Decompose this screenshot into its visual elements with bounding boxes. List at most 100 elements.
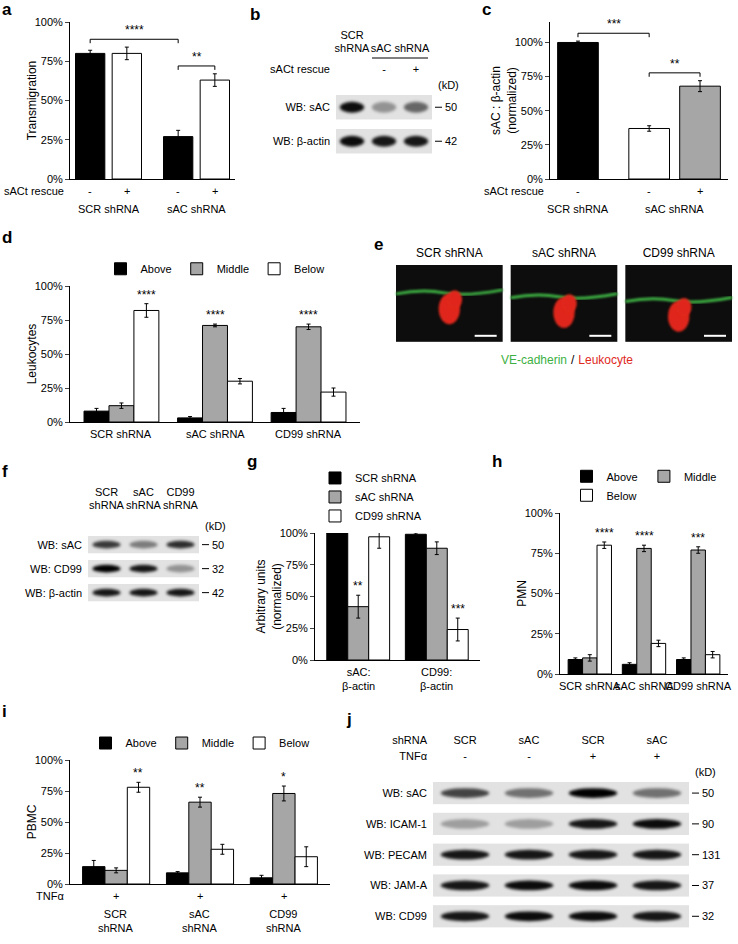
svg-text:0%: 0% [537, 668, 553, 680]
svg-text:Middle: Middle [202, 737, 234, 749]
svg-text:75%: 75% [41, 55, 63, 67]
svg-text:SCR shRNA: SCR shRNA [416, 246, 483, 260]
svg-text:Above: Above [126, 737, 157, 749]
svg-text:75%: 75% [41, 314, 63, 326]
svg-text:131: 131 [702, 849, 720, 861]
svg-text:WB: β-actin: WB: β-actin [273, 135, 330, 147]
svg-text:WB: PECAM: WB: PECAM [364, 849, 427, 861]
svg-text:25%: 25% [531, 628, 553, 640]
svg-text:SCR shRNA: SCR shRNA [90, 428, 152, 440]
svg-text:sACshRNA: sACshRNA [182, 908, 218, 934]
svg-text:0%: 0% [47, 416, 63, 428]
svg-text:CD99: CD99 [166, 486, 194, 498]
svg-text:+: + [124, 185, 130, 197]
svg-text:42: 42 [212, 587, 224, 599]
svg-text:-: - [176, 185, 180, 197]
svg-text:VE-cadherin/Leukocyte: VE-cadherin/Leukocyte [501, 353, 633, 367]
svg-text:+: + [113, 890, 119, 902]
svg-text:25%: 25% [41, 134, 63, 146]
svg-text:TNFα: TNFα [399, 750, 427, 762]
svg-text:+: + [654, 750, 660, 762]
svg-text:-: - [88, 185, 92, 197]
svg-text:shRNA: shRNA [89, 499, 125, 511]
svg-text:sAC shRNA: sAC shRNA [186, 428, 245, 440]
svg-text:75%: 75% [41, 785, 63, 797]
svg-text:sACt rescue: sACt rescue [4, 185, 64, 197]
svg-text:****: **** [595, 526, 614, 540]
svg-text:100%: 100% [35, 280, 63, 292]
svg-text:50%: 50% [531, 587, 553, 599]
svg-text:75%: 75% [521, 70, 543, 82]
svg-text:sAC shRNA: sAC shRNA [167, 203, 226, 215]
svg-text:32: 32 [212, 563, 224, 575]
svg-text:Below: Below [279, 737, 309, 749]
svg-text:CD99shRNA: CD99shRNA [266, 908, 302, 934]
svg-text:0%: 0% [527, 173, 543, 185]
svg-text:****: **** [125, 23, 144, 37]
svg-text:sAC:β-actin: sAC:β-actin [342, 666, 375, 692]
svg-text:sAC shRNA: sAC shRNA [355, 491, 414, 503]
svg-text:Middle: Middle [217, 263, 249, 275]
svg-text:Above: Above [607, 471, 638, 483]
svg-text:WB: ICAM-1: WB: ICAM-1 [366, 818, 427, 830]
svg-text:****: **** [206, 308, 225, 322]
svg-text:Above: Above [141, 263, 172, 275]
svg-text:75%: 75% [531, 547, 553, 559]
svg-text:37: 37 [702, 879, 714, 891]
svg-text:100%: 100% [35, 754, 63, 766]
svg-text:sAC shRNA: sAC shRNA [645, 203, 704, 215]
svg-text:sAC shRNA: sAC shRNA [532, 246, 596, 260]
svg-text:WB: JAM-A: WB: JAM-A [370, 879, 427, 891]
svg-text:SCR shRNA: SCR shRNA [78, 203, 140, 215]
svg-text:(kD): (kD) [695, 766, 716, 778]
svg-text:CD99 shRNA: CD99 shRNA [665, 680, 732, 692]
svg-text:100%: 100% [515, 36, 543, 48]
svg-text:**: ** [133, 766, 143, 780]
svg-text:sAC shRNA: sAC shRNA [615, 680, 674, 692]
svg-text:0%: 0% [292, 654, 308, 666]
svg-text:Transmigration: Transmigration [25, 61, 39, 141]
svg-text:SCR: SCR [453, 734, 476, 746]
svg-text:shRNA: shRNA [335, 42, 371, 54]
svg-text:SCR: SCR [340, 29, 363, 41]
svg-text:+: + [590, 750, 596, 762]
svg-text:(kD): (kD) [438, 79, 459, 91]
svg-text:SCR: SCR [95, 486, 118, 498]
svg-text:(kD): (kD) [205, 520, 226, 532]
svg-text:CD99:β-actin: CD99:β-actin [420, 666, 453, 692]
svg-text:sACt rescue: sACt rescue [270, 63, 330, 75]
svg-text:WB: CD99: WB: CD99 [30, 563, 82, 575]
svg-text:****: **** [137, 288, 156, 302]
svg-text:50: 50 [445, 101, 457, 113]
svg-text:shRNA: shRNA [163, 499, 199, 511]
svg-text:TNFα: TNFα [36, 890, 64, 902]
svg-text:0%: 0% [47, 878, 63, 890]
svg-text:WB: sAC: WB: sAC [37, 539, 82, 551]
svg-text:Middle: Middle [684, 471, 716, 483]
svg-text:75%: 75% [286, 559, 308, 571]
svg-text:Arbitrary units(normalized): Arbitrary units(normalized) [254, 559, 284, 633]
svg-text:-: - [527, 750, 531, 762]
svg-text:50%: 50% [41, 816, 63, 828]
svg-text:+: + [197, 890, 203, 902]
svg-text:100%: 100% [35, 16, 63, 28]
svg-text:50%: 50% [286, 590, 308, 602]
svg-text:****: **** [299, 308, 318, 322]
svg-text:**: ** [192, 50, 202, 64]
svg-text:**: ** [670, 57, 680, 71]
svg-text:shRNA: shRNA [126, 499, 162, 511]
svg-text:CD99 shRNA: CD99 shRNA [275, 428, 342, 440]
svg-text:Below: Below [294, 263, 324, 275]
svg-text:25%: 25% [286, 622, 308, 634]
svg-text:**: ** [353, 579, 363, 593]
svg-text:SCR shRNA: SCR shRNA [559, 680, 621, 692]
svg-text:25%: 25% [521, 139, 543, 151]
svg-text:SCR: SCR [581, 734, 604, 746]
svg-text:WB: CD99: WB: CD99 [375, 910, 427, 922]
svg-text:42: 42 [445, 135, 457, 147]
svg-text:50%: 50% [41, 348, 63, 360]
svg-text:+: + [281, 890, 287, 902]
svg-text:***: *** [451, 602, 465, 616]
svg-text:+: + [413, 63, 419, 75]
svg-text:PBMC: PBMC [25, 804, 39, 839]
